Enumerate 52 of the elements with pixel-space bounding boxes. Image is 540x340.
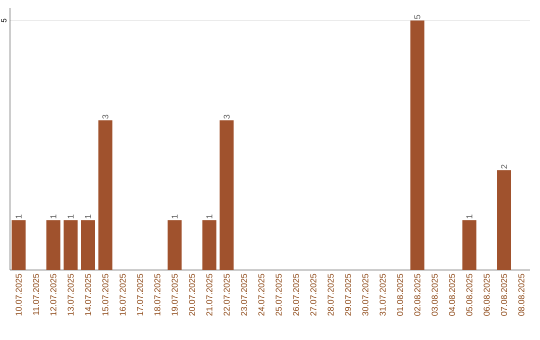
x-tick-label: 03.08.2025 [432, 274, 438, 316]
data-label: 1 [206, 214, 212, 218]
bar [168, 220, 182, 270]
x-tick-label: 04.08.2025 [449, 274, 456, 316]
x-tick-label: 29.07.2025 [345, 274, 352, 316]
x-tick-label: 25.07.2025 [276, 274, 282, 316]
bar [410, 20, 424, 270]
x-tick-label: 23.07.2025 [241, 274, 248, 316]
x-tick-label: 15.07.2025 [102, 274, 108, 316]
bar [81, 220, 95, 270]
x-tick-label: 05.08.2025 [466, 274, 472, 316]
data-label: 3 [102, 114, 108, 119]
x-tick-label: 19.07.2025 [172, 274, 178, 316]
data-label: 1 [466, 214, 472, 218]
x-tick-label: 13.07.2025 [68, 274, 74, 316]
x-tick-label: 27.07.2025 [310, 274, 316, 316]
x-tick-label: 30.07.2025 [362, 274, 368, 316]
x-tick-label: 24.07.2025 [258, 274, 264, 316]
data-label: 1 [50, 214, 56, 218]
x-tick-label: 17.07.2025 [137, 274, 144, 316]
x-tick-label: 31.07.2025 [380, 274, 386, 316]
x-tick-label: 18.07.2025 [154, 274, 160, 316]
x-tick-label: 28.07.2025 [328, 274, 334, 316]
x-tick-label: 21.07.2025 [206, 274, 212, 316]
data-label: 1 [172, 214, 178, 218]
data-label: 1 [85, 214, 91, 218]
data-label: 1 [16, 214, 22, 218]
data-label: 3 [224, 114, 230, 119]
x-tick-label: 26.07.2025 [293, 274, 300, 316]
bar [98, 120, 112, 270]
bar [202, 220, 216, 270]
x-tick-label: 12.07.2025 [50, 274, 56, 316]
x-tick-label: 08.08.2025 [518, 274, 524, 316]
x-tick-label: 16.07.2025 [120, 274, 126, 316]
x-tick-label: 01.08.2025 [397, 274, 404, 316]
x-tick-label: 06.08.2025 [484, 274, 490, 316]
bar [46, 220, 60, 270]
x-tick-label: 02.08.2025 [414, 274, 420, 316]
bar [12, 220, 26, 270]
bar [497, 170, 512, 270]
data-label: 2 [501, 164, 507, 169]
data-label: 1 [68, 214, 74, 218]
bar [462, 220, 476, 270]
data-label: 5 [414, 14, 420, 19]
x-tick-label: 20.07.2025 [189, 274, 196, 316]
x-tick-label: 14.07.2025 [85, 274, 92, 316]
bar [64, 220, 78, 270]
bar [220, 120, 234, 270]
x-tick-label: 11.07.2025 [33, 274, 40, 315]
x-tick-label: 10.07.2025 [16, 274, 22, 316]
x-tick-label: 22.07.2025 [224, 274, 230, 316]
x-tick-label: 07.08.2025 [501, 274, 508, 316]
